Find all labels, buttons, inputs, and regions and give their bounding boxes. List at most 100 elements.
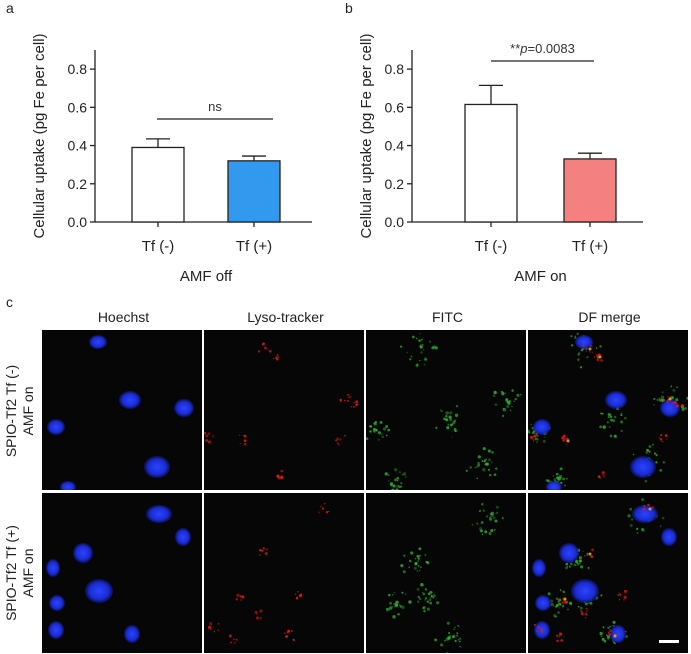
fitc-speckle — [490, 529, 494, 533]
fitc-speckle — [505, 398, 509, 402]
colocalization-spot — [613, 634, 617, 638]
row-label-tf-minus-line1: SPIO-Tf2 Tf (-) — [3, 364, 19, 458]
lyso-spot — [597, 353, 601, 357]
fitc-speckle — [392, 484, 396, 488]
fitc-speckle — [590, 601, 592, 604]
lyso-spot — [241, 595, 245, 599]
fitc-speckle — [427, 592, 431, 596]
lyso-spot — [242, 434, 245, 437]
lyso-spot — [666, 400, 669, 403]
fitc-speckle — [502, 407, 506, 412]
y-tick-label: 0.8 — [385, 61, 405, 77]
fitc-speckle — [607, 626, 610, 630]
lyso-spot — [212, 435, 214, 438]
cell-nucleus — [535, 595, 551, 611]
lyso-spot — [323, 502, 326, 505]
fitc-speckle — [451, 436, 453, 438]
fitc-speckle — [509, 409, 512, 411]
cell-nucleus — [660, 399, 680, 417]
lyso-spot — [255, 612, 258, 615]
fitc-speckle — [658, 397, 660, 400]
fitc-speckle — [495, 511, 499, 515]
lyso-spot — [559, 632, 563, 636]
fitc-speckle — [440, 410, 443, 413]
fitc-speckle — [385, 425, 389, 428]
fitc-speckle — [492, 394, 496, 397]
fitc-speckle — [369, 430, 372, 433]
lyso-spot — [532, 440, 535, 442]
fitc-speckle — [493, 473, 497, 477]
fitc-speckle — [595, 347, 598, 349]
lyso-spot — [623, 599, 625, 601]
fitc-speckle — [446, 621, 450, 625]
fitc-speckle — [400, 485, 403, 488]
fitc-speckle — [447, 637, 450, 640]
fitc-speckle — [454, 626, 456, 629]
significance-stars: ** — [510, 41, 520, 56]
fitc-speckle — [653, 452, 657, 455]
fitc-speckle — [489, 516, 491, 519]
lyso-spot — [645, 510, 647, 513]
lyso-spot — [294, 593, 297, 595]
fitc-speckle — [423, 349, 425, 351]
fitc-speckle — [429, 596, 432, 599]
y-tick-label: 0.0 — [385, 214, 405, 230]
lyso-spot — [235, 638, 238, 641]
fitc-speckle — [611, 624, 613, 627]
lyso-spot — [280, 469, 284, 473]
fitc-speckle — [504, 392, 507, 395]
fitc-speckle — [600, 594, 603, 597]
fitc-speckle — [447, 423, 450, 426]
lyso-spot — [352, 405, 355, 408]
fitc-speckle — [557, 611, 560, 615]
fitc-speckle — [395, 600, 399, 604]
fitc-speckle — [408, 600, 412, 604]
fitc-speckle — [651, 443, 654, 446]
fitc-speckle — [579, 606, 583, 610]
fitc-speckle — [562, 604, 565, 607]
colocalization-spot — [563, 597, 567, 601]
fitc-speckle — [495, 467, 498, 470]
lyso-spot — [557, 599, 561, 602]
bar-tf-plus — [563, 158, 617, 223]
fitc-speckle — [419, 344, 422, 346]
scale-bar — [659, 640, 679, 643]
fitc-speckle — [459, 637, 462, 640]
fitc-speckle — [553, 605, 555, 607]
fitc-speckle — [445, 637, 448, 640]
fitc-speckle — [373, 430, 376, 433]
fitc-speckle — [620, 429, 623, 433]
fitc-speckle — [482, 467, 486, 472]
fitc-speckle — [445, 411, 449, 415]
y-axis-label: Cellular uptake (pg Fe per cell) — [358, 33, 375, 238]
fitc-speckle — [423, 609, 426, 613]
fitc-speckle — [396, 476, 400, 480]
micrograph-background — [366, 330, 526, 490]
cell-nucleus — [630, 456, 656, 478]
fitc-speckle — [452, 635, 455, 639]
lyso-spot — [349, 396, 352, 398]
lyso-spot — [255, 616, 259, 620]
lyso-spot — [674, 401, 677, 405]
fitc-speckle — [408, 566, 410, 569]
colocalization-spot — [668, 397, 672, 401]
lyso-spot — [681, 403, 683, 406]
fitc-speckle — [402, 472, 407, 476]
fitc-speckle — [443, 417, 446, 421]
cell-nucleus — [48, 621, 64, 639]
fitc-speckle — [482, 447, 486, 451]
fitc-speckle — [562, 477, 565, 481]
row-label-tf-plus: SPIO-Tf2 Tf (+) AMF on — [3, 498, 37, 648]
fitc-speckle — [457, 639, 460, 641]
y-tick-label: 0.4 — [385, 138, 405, 154]
lyso-spot — [337, 442, 339, 445]
cell-nucleus — [89, 335, 107, 349]
fitc-speckle — [511, 405, 513, 408]
fitc-speckle — [607, 637, 610, 640]
fitc-speckle — [403, 554, 406, 557]
fitc-speckle — [432, 596, 435, 599]
fitc-speckle — [607, 412, 611, 417]
fitc-speckle — [555, 472, 559, 476]
fitc-speckle — [471, 524, 473, 526]
fitc-speckle — [449, 423, 453, 427]
